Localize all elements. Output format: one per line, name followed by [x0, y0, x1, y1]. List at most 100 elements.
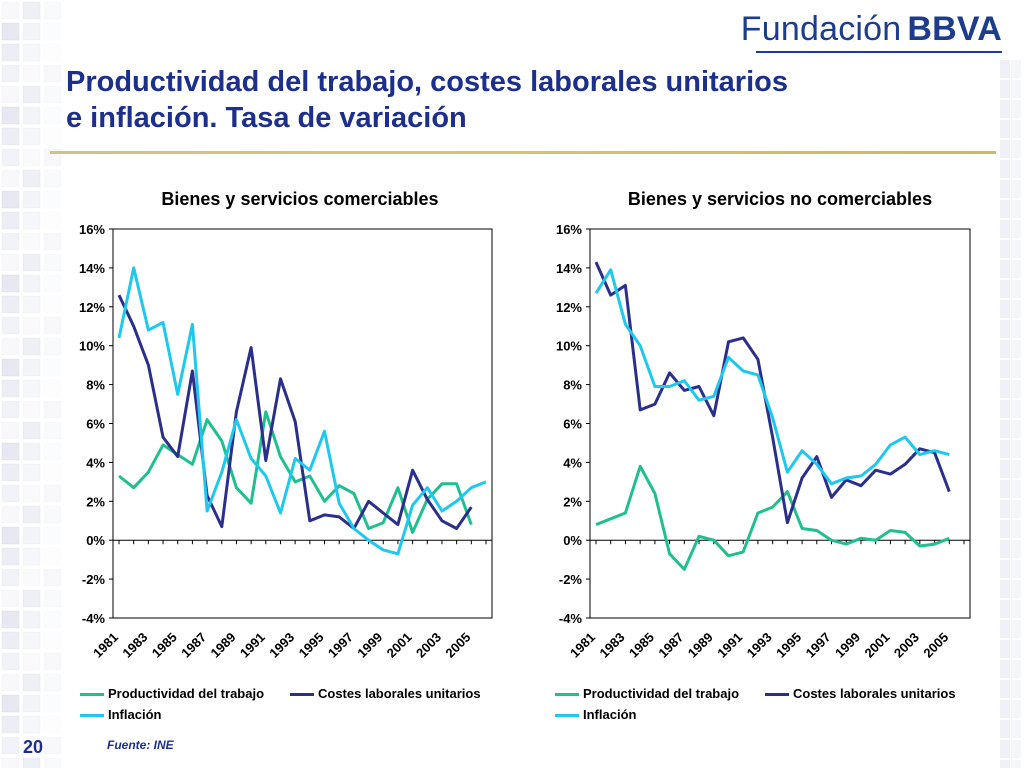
- y-tick-label: 6%: [563, 417, 582, 432]
- background-square: [22, 64, 41, 83]
- background-square: [22, 232, 41, 251]
- y-tick-label: 12%: [556, 300, 582, 315]
- background-square: [1, 505, 20, 524]
- y-tick-label: 14%: [556, 261, 582, 276]
- x-tick-label: 1989: [685, 630, 716, 661]
- legend-swatch-productividad: [80, 693, 104, 696]
- background-square: [1000, 180, 1010, 198]
- background-square: [43, 421, 62, 440]
- title-divider: [50, 151, 996, 154]
- background-square: [1, 757, 20, 768]
- background-square: [22, 316, 41, 335]
- background-square: [43, 757, 62, 768]
- background-square: [1011, 320, 1021, 338]
- y-tick-label: 0%: [86, 533, 105, 548]
- x-tick-label: 1987: [655, 630, 686, 661]
- x-tick-label: 1999: [832, 630, 863, 661]
- background-square: [1011, 740, 1021, 758]
- background-square: [43, 736, 62, 755]
- background-square: [43, 526, 62, 545]
- source-note: Fuente: INE: [107, 738, 174, 752]
- background-square: [1011, 500, 1021, 518]
- legend-label-costes: Costes laborales unitarios: [318, 686, 481, 701]
- background-square: [22, 631, 41, 650]
- background-square: [1011, 700, 1021, 718]
- y-tick-label: 14%: [79, 261, 105, 276]
- background-square: [43, 316, 62, 335]
- background-square: [1011, 360, 1021, 378]
- y-tick-label: 16%: [79, 222, 105, 237]
- background-square: [1011, 160, 1021, 178]
- background-square: [1011, 460, 1021, 478]
- background-square: [1000, 160, 1010, 178]
- background-square: [1011, 580, 1021, 598]
- x-tick-label: 1985: [626, 630, 657, 661]
- background-square: [1, 589, 20, 608]
- slide-title: Productividad del trabajo, costes labora…: [66, 64, 966, 136]
- legend-label-costes: Costes laborales unitarios: [793, 686, 956, 701]
- background-square: [1, 253, 20, 272]
- legend-label-inflacion: Inflación: [108, 707, 162, 722]
- background-square: [43, 400, 62, 419]
- chart-no-comerciables: -4% -2% 0% 2% 4% 6% 8% 10% 12% 14% 16% 198119831985…: [556, 222, 971, 661]
- x-tick-label: 2001: [861, 630, 892, 661]
- y-tick-label: -2%: [82, 572, 106, 587]
- x-tick-label: 1983: [597, 630, 628, 661]
- background-square: [22, 85, 41, 104]
- background-square: [1011, 220, 1021, 238]
- legend-swatch-costes: [765, 693, 789, 696]
- logo-word2: BBVA: [907, 10, 1002, 48]
- background-square: [1, 610, 20, 629]
- background-square: [22, 379, 41, 398]
- background-square: [1011, 140, 1021, 158]
- y-tick-label: 0%: [563, 533, 582, 548]
- background-square: [1, 631, 20, 650]
- fundacion-bbva-logo: Fundación BBVA: [741, 10, 1002, 49]
- y-tick-label: 6%: [86, 417, 105, 432]
- background-square: [43, 505, 62, 524]
- background-square: [1, 106, 20, 125]
- background-square: [43, 673, 62, 692]
- background-square: [1011, 540, 1021, 558]
- legend-label-productividad: Productividad del trabajo: [108, 686, 265, 701]
- background-square: [1000, 60, 1010, 78]
- background-square: [1, 547, 20, 566]
- background-square: [43, 1, 62, 20]
- y-tick-label: 12%: [79, 300, 105, 315]
- background-square: [1011, 180, 1021, 198]
- background-square: [43, 22, 62, 41]
- background-square: [1000, 680, 1010, 698]
- background-square: [1011, 300, 1021, 318]
- background-square: [43, 442, 62, 461]
- background-square: [1011, 240, 1021, 258]
- background-square: [22, 652, 41, 671]
- background-square: [1000, 140, 1010, 158]
- background-square: [1, 295, 20, 314]
- background-square: [22, 463, 41, 482]
- background-square: [43, 169, 62, 188]
- background-square: [1000, 280, 1010, 298]
- legend-swatch-inflacion: [555, 714, 579, 717]
- background-square: [1011, 340, 1021, 358]
- x-tick-label: 2005: [920, 630, 951, 661]
- background-square: [1000, 740, 1010, 758]
- page-number: 20: [23, 737, 44, 757]
- background-square: [1011, 720, 1021, 738]
- background-square: [1, 358, 20, 377]
- background-square: [1011, 400, 1021, 418]
- background-square: [1, 169, 20, 188]
- background-square: [1000, 600, 1010, 618]
- background-square: [22, 421, 41, 440]
- background-square: [1011, 280, 1021, 298]
- background-square: [1011, 60, 1021, 78]
- series-line-inflacion: [594, 268, 950, 486]
- background-square: [1000, 520, 1010, 538]
- y-tick-label: 16%: [556, 222, 582, 237]
- background-square: [22, 274, 41, 293]
- background-square: [1, 736, 20, 755]
- background-square: [22, 358, 41, 377]
- background-square: [43, 694, 62, 713]
- background-square: [22, 43, 41, 62]
- background-square: [1011, 620, 1021, 638]
